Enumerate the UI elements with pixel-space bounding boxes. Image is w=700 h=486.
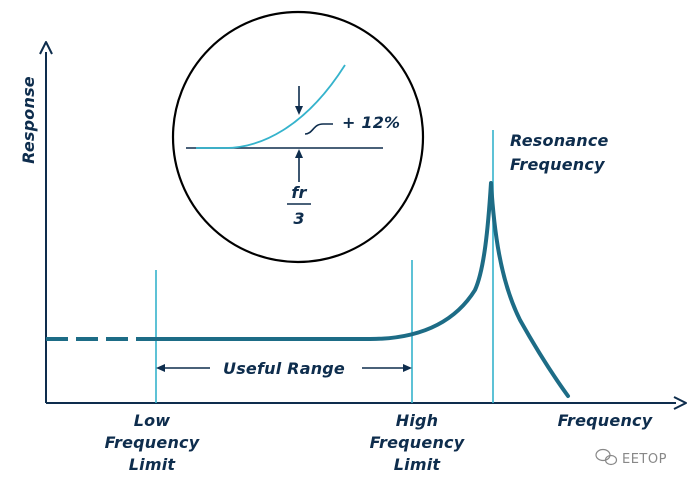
inset-rising-curve <box>196 64 346 149</box>
inset-circle <box>171 10 425 264</box>
x-axis-arrowhead <box>673 396 687 410</box>
low-frequency-limit-label-line1: Low <box>134 411 171 430</box>
watermark-text: EETOP <box>622 452 667 467</box>
watermark: EETOP <box>595 448 667 467</box>
resonance-label-line1: Resonance <box>510 131 609 150</box>
response-curve <box>136 181 570 398</box>
low-frequency-limit-label-line3: Limit <box>129 455 177 474</box>
low-frequency-limit-label-line2: Frequency <box>105 433 200 452</box>
high-frequency-limit-label-line2: Frequency <box>370 433 465 452</box>
y-axis-label: Response <box>19 76 38 164</box>
wechat-icon <box>595 448 618 466</box>
useful-range-label: Useful Range <box>223 359 345 378</box>
inset-deviation-label: + 12% <box>342 113 400 132</box>
high-frequency-limit-label-line3: Limit <box>394 455 442 474</box>
inset-magnifier: + 12% fr 3 <box>171 10 425 264</box>
y-axis-arrowhead <box>39 41 53 55</box>
resonance-label-line2: Frequency <box>510 155 605 174</box>
inset-leader-line <box>304 123 333 135</box>
inset-fraction-denominator: 3 <box>293 209 304 228</box>
high-frequency-limit-label-line1: High <box>396 411 439 430</box>
x-axis-label: Frequency <box>558 411 653 430</box>
inset-fraction-numerator: fr <box>291 183 307 202</box>
